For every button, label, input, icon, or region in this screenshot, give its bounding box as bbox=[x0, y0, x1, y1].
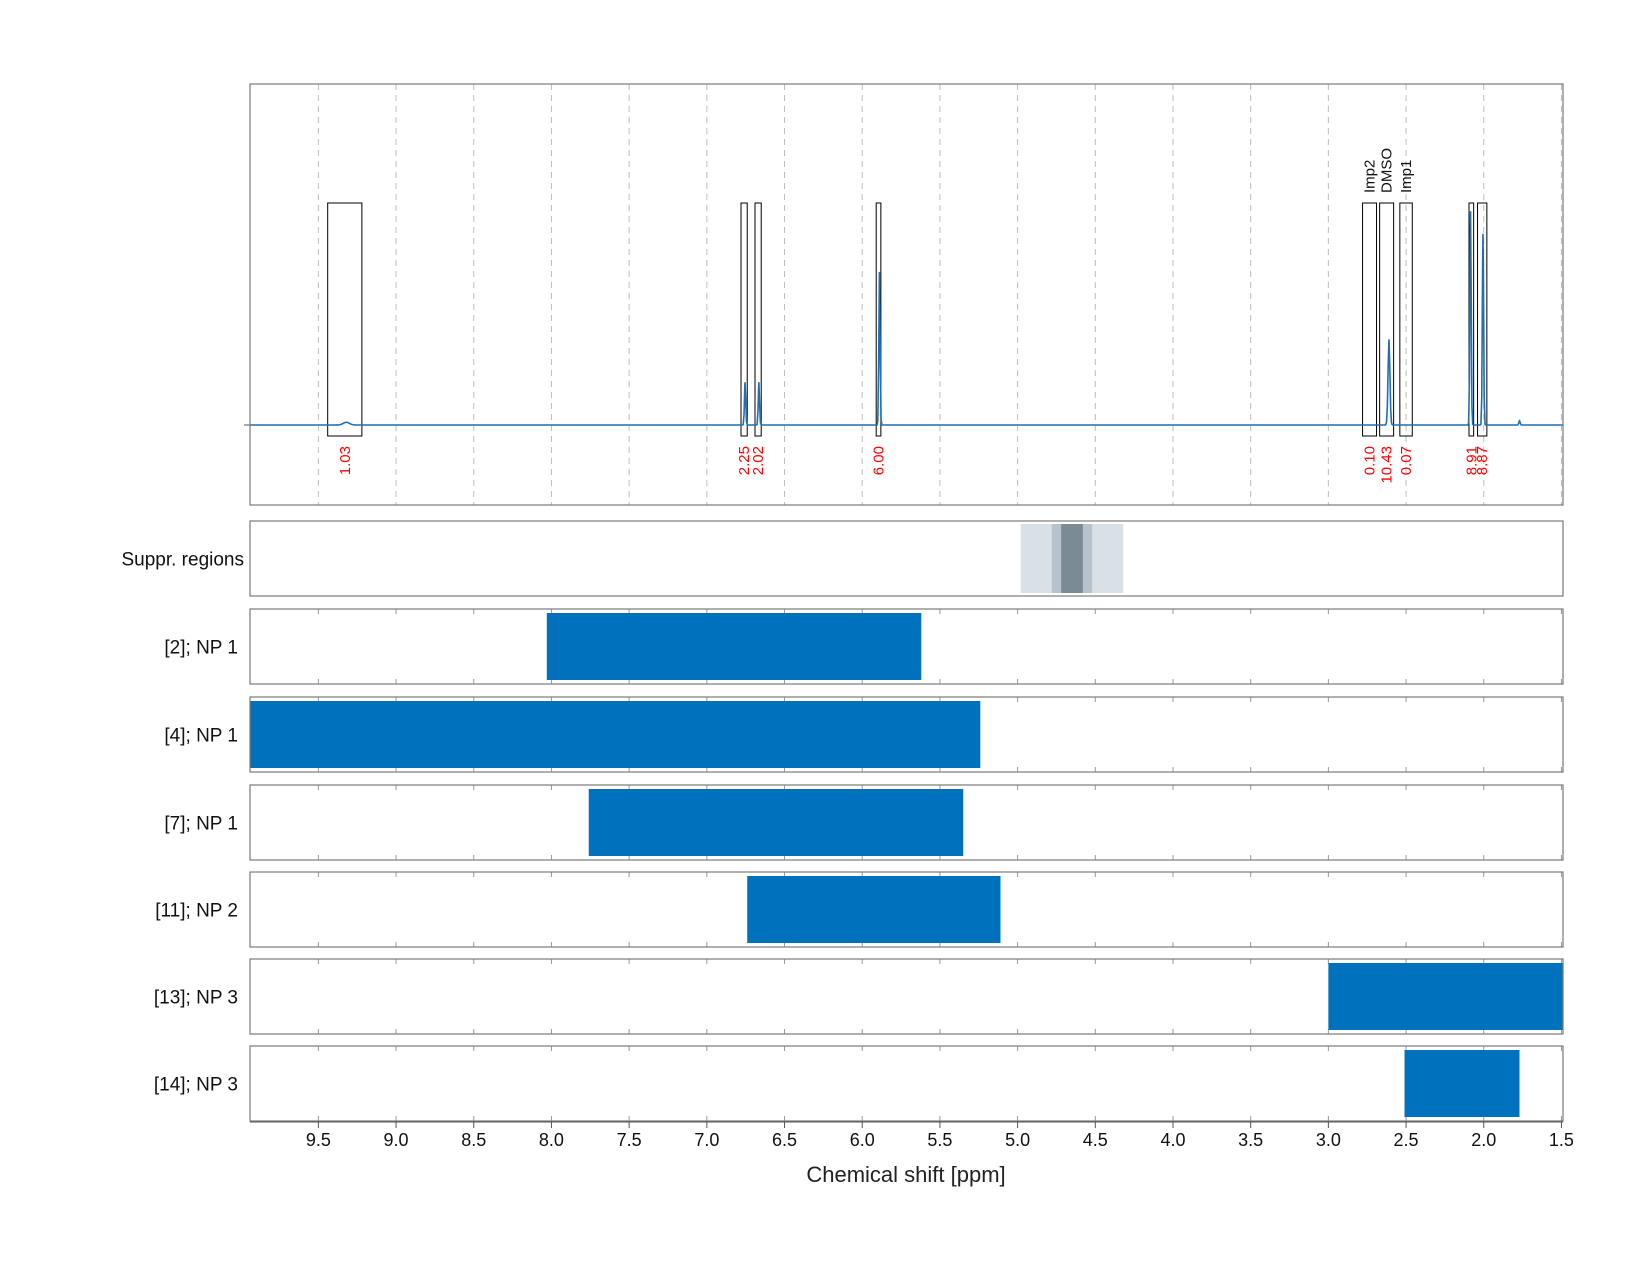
range-bar bbox=[1328, 963, 1563, 1030]
x-tick-label: 2.5 bbox=[1394, 1130, 1419, 1150]
integral-value: 2.25 bbox=[736, 446, 753, 475]
x-tick-label: 3.5 bbox=[1238, 1130, 1263, 1150]
track-label: [13]; NP 3 bbox=[154, 988, 238, 1009]
integral-value: 10.43 bbox=[1379, 446, 1396, 484]
track-row: [11]; NP 2 bbox=[155, 871, 1564, 948]
track-row: [7]; NP 1 bbox=[164, 784, 1564, 861]
track-label: [2]; NP 1 bbox=[164, 638, 238, 659]
integral-value: 0.10 bbox=[1362, 446, 1379, 475]
track-row: [13]; NP 3 bbox=[154, 958, 1564, 1035]
x-tick-label: 5.5 bbox=[927, 1130, 952, 1150]
integral-value: 1.03 bbox=[337, 446, 354, 475]
integral-value: 0.07 bbox=[1398, 446, 1415, 475]
x-tick-label: 3.0 bbox=[1316, 1130, 1341, 1150]
region-label: Imp2 bbox=[1362, 160, 1379, 193]
region-label: DMSO bbox=[1379, 148, 1396, 193]
integration-box bbox=[875, 202, 882, 437]
integration-box bbox=[740, 202, 748, 437]
x-tick-label: 1.5 bbox=[1549, 1130, 1574, 1150]
suppression-frame bbox=[249, 520, 1564, 597]
spectrum-panel: 1.03 2.252.02 6.00 0.10 Imp2 10.43 DMSO 0.07 Imp… bbox=[244, 83, 1564, 506]
x-tick-label: 7.0 bbox=[694, 1130, 719, 1150]
integration-box bbox=[1379, 202, 1395, 437]
integral-value: 2.02 bbox=[750, 446, 767, 475]
track-label: [11]; NP 2 bbox=[155, 901, 238, 922]
range-bar bbox=[747, 876, 1001, 943]
track-label: [14]; NP 3 bbox=[154, 1075, 238, 1096]
integration-box bbox=[1477, 202, 1488, 437]
integration-box bbox=[754, 202, 762, 437]
x-tick-label: 9.5 bbox=[306, 1130, 331, 1150]
track-background bbox=[250, 1046, 1563, 1121]
x-axis-title: Chemical shift [ppm] bbox=[806, 1162, 1005, 1187]
integral-value: 8.91 bbox=[1463, 446, 1480, 475]
x-tick-label: 6.5 bbox=[772, 1130, 797, 1150]
suppression-panel: Suppr. regions bbox=[121, 520, 1564, 597]
track-row: [2]; NP 1 bbox=[164, 608, 1564, 685]
x-tick-label: 6.0 bbox=[850, 1130, 875, 1150]
track-frame bbox=[249, 608, 1564, 685]
range-bar bbox=[1404, 1050, 1520, 1117]
track-label: [7]; NP 1 bbox=[164, 814, 238, 835]
integration-box bbox=[1362, 202, 1378, 437]
track-frame bbox=[249, 958, 1564, 1035]
track-frame bbox=[249, 696, 1564, 773]
x-tick-label: 8.5 bbox=[461, 1130, 486, 1150]
tracks-area: [2]; NP 1 [4]; NP 1 [7]; NP 1 [11]; NP 2 [13… bbox=[154, 608, 1564, 1122]
x-tick-label: 4.0 bbox=[1160, 1130, 1185, 1150]
track-row: [14]; NP 3 bbox=[154, 1045, 1564, 1122]
region-label: Imp1 bbox=[1398, 160, 1415, 193]
x-tick-label: 4.5 bbox=[1083, 1130, 1108, 1150]
range-bar bbox=[250, 701, 981, 768]
integral-value: 8.87 bbox=[1474, 446, 1491, 475]
integration-box bbox=[327, 202, 363, 437]
track-frame bbox=[249, 871, 1564, 948]
x-tick-label: 8.0 bbox=[539, 1130, 564, 1150]
spectrum-line bbox=[250, 211, 1563, 426]
track-row: [4]; NP 1 bbox=[164, 696, 1564, 773]
suppression-band bbox=[1061, 524, 1083, 593]
x-tick-label: 5.0 bbox=[1005, 1130, 1030, 1150]
range-bar bbox=[546, 613, 922, 680]
track-frame bbox=[249, 1045, 1564, 1122]
range-bar bbox=[588, 789, 964, 856]
x-tick-label: 2.0 bbox=[1471, 1130, 1496, 1150]
integral-value: 6.00 bbox=[871, 446, 888, 475]
spectrum-frame bbox=[249, 83, 1564, 506]
x-tick-label: 9.0 bbox=[384, 1130, 409, 1150]
suppression-label: Suppr. regions bbox=[121, 550, 244, 571]
track-label: [4]; NP 1 bbox=[164, 726, 238, 747]
x-tick-label: 7.5 bbox=[617, 1130, 642, 1150]
spectrum-background bbox=[250, 84, 1563, 505]
track-frame bbox=[249, 784, 1564, 861]
integration-box bbox=[1399, 202, 1413, 437]
suppression-background bbox=[250, 521, 1563, 596]
x-axis: 9.5 9.0 8.5 8.0 7.5 7.0 6.5 6.0 5.5 5.0 4.5 4.0 3.5 3… bbox=[250, 1121, 1574, 1150]
